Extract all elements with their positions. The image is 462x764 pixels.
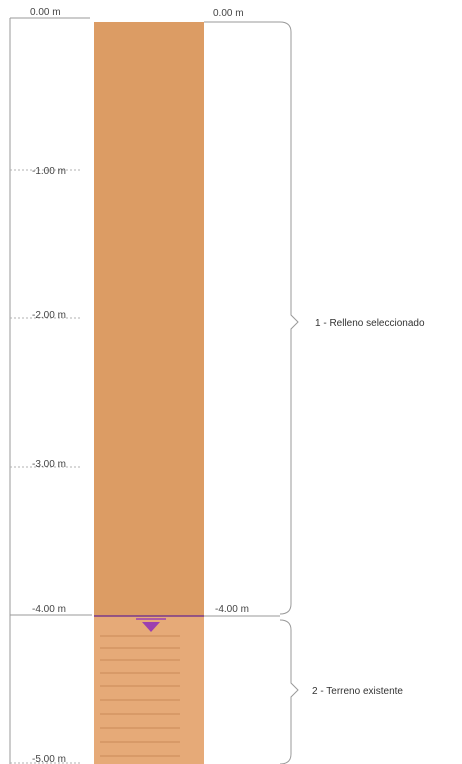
soil-column xyxy=(94,22,204,764)
water-table-triangle xyxy=(142,622,160,632)
layer-brackets xyxy=(279,21,299,764)
top-boundary-label: 0.00 m xyxy=(213,8,244,19)
water-table-icon xyxy=(136,618,166,632)
layer-1-bracket xyxy=(279,21,299,615)
boundary-labels: 0.00 m -4.00 m xyxy=(204,8,280,617)
layer-2-bracket xyxy=(279,619,299,764)
depth-label-2: -2.00 m xyxy=(32,310,66,321)
layer-1-fill xyxy=(94,22,204,616)
layer-2-label: 2 - Terreno existente xyxy=(312,686,403,697)
interface-boundary-label: -4.00 m xyxy=(215,604,249,615)
depth-label-5: -5.00 m xyxy=(32,754,66,764)
layer-1-label: 1 - Relleno seleccionado xyxy=(315,318,425,329)
depth-label-4: -4.00 m xyxy=(32,604,66,615)
depth-label-0: 0.00 m xyxy=(30,7,61,18)
depth-label-1: -1.00 m xyxy=(32,166,66,177)
layer-2-hatching xyxy=(100,635,180,757)
depth-axis: 0.00 m -1.00 m -2.00 m -3.00 m -4.00 m -… xyxy=(9,7,92,764)
depth-label-3: -3.00 m xyxy=(32,459,66,470)
layer-2-fill xyxy=(94,616,204,764)
